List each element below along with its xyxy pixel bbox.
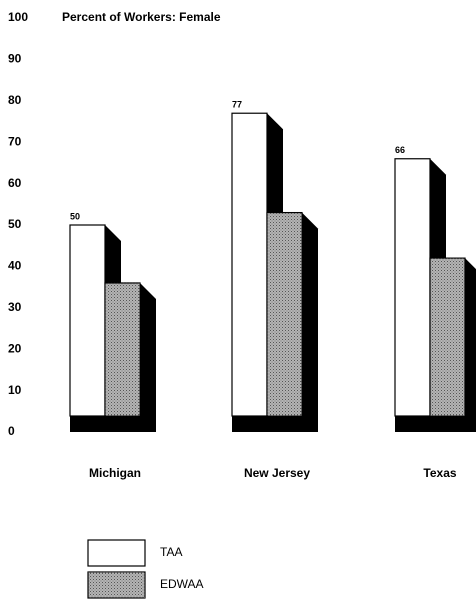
bar [231, 112, 268, 417]
bar-texture [430, 258, 465, 416]
bar-base [430, 416, 476, 432]
value-label: 42 [430, 244, 440, 254]
y-tick-label: 40 [8, 259, 22, 273]
value-label: 77 [232, 100, 242, 110]
x-tick-label: Michigan [89, 466, 141, 480]
bar-texture [267, 212, 302, 416]
bar-side [302, 212, 318, 432]
legend-texture [88, 572, 145, 598]
value-label: 36 [105, 269, 115, 279]
y-tick-label: 20 [8, 341, 22, 355]
bar [69, 224, 106, 417]
value-label: 66 [395, 145, 405, 155]
bar-side [140, 282, 156, 432]
bar-texture [105, 282, 140, 416]
x-tick-label: Texas [423, 466, 456, 480]
x-tick-label: New Jersey [244, 466, 310, 480]
bar-base [105, 416, 156, 432]
chart-title: Percent of Workers: Female [62, 10, 221, 24]
bar-side [465, 258, 476, 432]
y-tick-label: 60 [8, 176, 22, 190]
y-tick-label: 0 [8, 424, 15, 438]
bar [394, 158, 431, 417]
y-tick-label: 50 [8, 217, 22, 231]
bar-base [267, 416, 318, 432]
y-tick-label: 90 [8, 52, 22, 66]
y-tick-label: 100 [8, 10, 28, 24]
value-label: 53 [267, 199, 277, 209]
y-tick-label: 10 [8, 383, 22, 397]
legend-label: TAA [160, 545, 182, 559]
legend-label: EDWAA [160, 577, 204, 591]
legend-swatch [87, 539, 146, 567]
value-label: 50 [70, 211, 80, 221]
y-tick-label: 70 [8, 134, 22, 148]
y-tick-label: 30 [8, 300, 22, 314]
y-tick-label: 80 [8, 93, 22, 107]
